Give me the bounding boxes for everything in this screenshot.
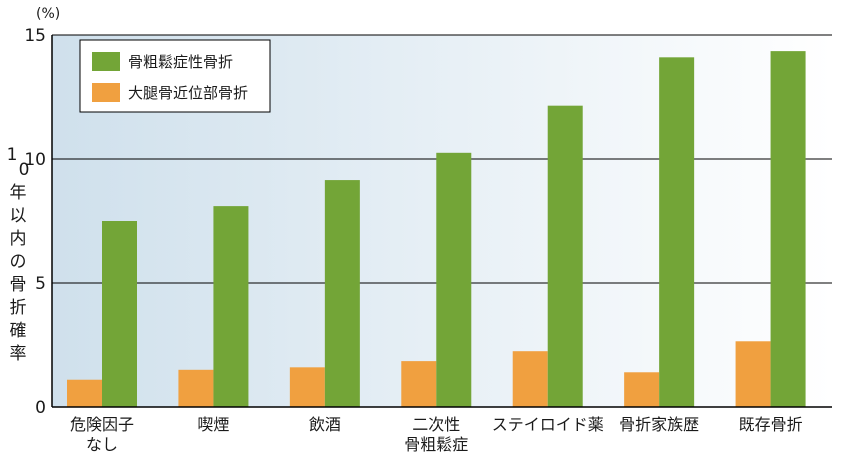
y-tick-label: 10: [24, 150, 46, 170]
y-unit-label: (%): [36, 6, 60, 22]
y-axis-label: 10 年以内の骨折確率: [7, 145, 30, 364]
bar-hip-fracture: [178, 369, 214, 407]
y-tick-labels: 0 5 10 15: [24, 26, 46, 418]
legend-swatch: [92, 52, 120, 71]
legend-label: 大腿骨近位部骨折: [128, 84, 248, 102]
bar-hip-fracture: [735, 341, 771, 407]
y-tick-label: 5: [35, 274, 46, 294]
bar-osteoporotic-fracture: [659, 57, 695, 407]
x-category-label: ステイロイド薬: [492, 415, 604, 434]
bar-osteoporotic-fracture: [770, 51, 806, 408]
bar-osteoporotic-fracture: [436, 152, 472, 407]
bar-osteoporotic-fracture: [547, 105, 583, 408]
bar-hip-fracture: [512, 351, 548, 407]
bars: [67, 51, 806, 408]
bar-hip-fracture: [624, 372, 660, 407]
x-category-label: 危険因子なし: [70, 415, 134, 454]
bar-hip-fracture: [67, 379, 102, 407]
bar-hip-fracture: [401, 361, 437, 407]
legend-label: 骨粗鬆症性骨折: [128, 53, 233, 71]
x-category-label: 喫煙: [197, 415, 229, 434]
bar-osteoporotic-fracture: [213, 206, 249, 407]
x-category-label: 飲酒: [309, 415, 341, 434]
y-tick-label: 0: [35, 398, 46, 418]
bar-osteoporotic-fracture: [102, 221, 137, 407]
legend-swatch: [92, 83, 120, 102]
x-category-labels: 危険因子なし 喫煙 飲酒 二次性骨粗鬆症 ステイロイド薬 骨折家族歴 既存骨折: [70, 415, 803, 454]
bar-hip-fracture: [289, 367, 325, 407]
x-category-label: 既存骨折: [739, 415, 803, 434]
x-category-label: 骨折家族歴: [619, 415, 699, 434]
x-category-label: 二次性骨粗鬆症: [404, 415, 468, 454]
bar-osteoporotic-fracture: [324, 180, 360, 407]
y-tick-label: 15: [24, 26, 46, 46]
